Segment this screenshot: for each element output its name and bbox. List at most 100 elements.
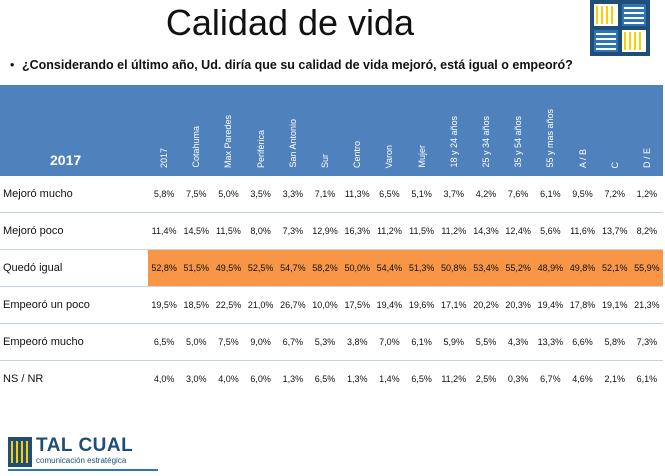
column-header: Sur [308, 85, 342, 175]
table-cell: 11,4% [148, 212, 181, 250]
table-cell: 1,3% [276, 360, 309, 397]
table-cell: 6,1% [534, 174, 567, 213]
brand-logo-bottom [8, 437, 158, 471]
table-cell: 9,5% [566, 174, 599, 213]
table-header-row: 2017 2017 Cotahuma Max Paredes Periférica Sa… [0, 85, 663, 175]
table-cell: 11,2% [373, 212, 406, 250]
table-cell: 5,8% [598, 323, 631, 361]
table-cell: 12,9% [308, 212, 342, 250]
table-cell: 4,0% [148, 360, 181, 397]
column-header: A / B [566, 85, 599, 175]
table-cell: 18,5% [180, 286, 213, 324]
table-cell: 21,0% [244, 286, 277, 324]
row-label: Mejoró poco [0, 212, 148, 250]
table-cell: 20,2% [469, 286, 503, 324]
table-cell: 48,9% [534, 249, 567, 287]
table-cell: 51,5% [180, 249, 213, 287]
column-header-label: Max Paredes [223, 114, 234, 168]
table-cell: 6,5% [373, 174, 406, 213]
table-cell: 19,6% [405, 286, 438, 324]
row-label: Empeoró un poco [0, 286, 148, 324]
table-cell: 5,3% [308, 323, 342, 361]
survey-question: • ¿Considerando el último año, Ud. diría… [10, 58, 573, 72]
table-cell: 6,7% [276, 323, 309, 361]
table-cell: 7,3% [630, 323, 663, 361]
table-cell: 52,5% [244, 249, 277, 287]
table-cell: 5,0% [212, 174, 245, 213]
table-cell: 7,3% [276, 212, 309, 250]
table-cell: 7,0% [373, 323, 406, 361]
table-row: Quedó igual 52,8% 51,5% 49,5% 52,5% 54,7% 58,2… [0, 249, 663, 287]
table-cell: 17,1% [437, 286, 470, 324]
table-cell: 52,1% [598, 249, 631, 287]
survey-question-text: ¿Considerando el último año, Ud. diría q… [22, 58, 573, 72]
table-row: Mejoró poco 11,4% 14,5% 11,5% 8,0% 7,3% 12,9% 1… [0, 212, 663, 250]
column-header-label: 2017 [159, 147, 170, 168]
column-header-label: San Antonio [287, 119, 298, 168]
table-cell: 6,1% [630, 360, 663, 397]
table-cell: 3,5% [244, 174, 277, 213]
table-cell: 19,4% [534, 286, 567, 324]
table-cell: 7,1% [308, 174, 342, 213]
table-cell: 1,4% [373, 360, 406, 397]
table-cell: 3,3% [276, 174, 309, 213]
table-cell: 53,4% [469, 249, 503, 287]
table-cell: 6,5% [148, 323, 181, 361]
brand-text: TAL CUAL comunicación estratégica [36, 435, 133, 465]
table-cell: 2,1% [598, 360, 631, 397]
column-header-label: Mujer [416, 145, 427, 168]
table-row: Empeoró un poco 19,5% 18,5% 22,5% 21,0% 26,7%… [0, 286, 663, 324]
table-cell: 17,8% [566, 286, 599, 324]
table-cell: 55,2% [502, 249, 535, 287]
table-cell: 7,5% [212, 323, 245, 361]
table-cell: 6,6% [566, 323, 599, 361]
table-cell: 9,0% [244, 323, 277, 361]
table-cell: 0,3% [502, 360, 535, 397]
table-cell: 54,4% [373, 249, 406, 287]
table-cell: 49,8% [566, 249, 599, 287]
column-header: C [598, 85, 631, 175]
table-cell: 1,2% [630, 174, 663, 213]
table-cell: 7,5% [180, 174, 213, 213]
table-cell: 3,8% [341, 323, 374, 361]
table-body: Mejoró mucho 5,8% 7,5% 5,0% 3,5% 3,3% 7,1% 11,3… [0, 174, 663, 397]
table-cell: 11,5% [212, 212, 245, 250]
column-header-label: Varon [384, 144, 395, 168]
column-header-label: 35 y 54 años [513, 116, 524, 168]
table-cell: 55,9% [630, 249, 663, 287]
table-cell: 5,8% [148, 174, 181, 213]
results-table-container: 2017 2017 Cotahuma Max Paredes Periférica Sa… [0, 85, 665, 397]
brand-tagline: comunicación estratégica [36, 456, 127, 465]
table-cell: 11,2% [437, 212, 470, 250]
table-cell: 22,5% [212, 286, 245, 324]
table-cell: 5,5% [469, 323, 503, 361]
table-cell: 14,5% [180, 212, 213, 250]
column-header-label: 25 y 34 años [480, 116, 491, 168]
table-cell: 5,6% [534, 212, 567, 250]
column-header: Max Paredes [212, 85, 245, 175]
table-cell: 4,6% [566, 360, 599, 397]
table-cell: 21,3% [630, 286, 663, 324]
table-cell: 19,4% [373, 286, 406, 324]
column-header-label: C [609, 161, 620, 169]
column-header: 55 y mas años [534, 85, 567, 175]
column-header: 18 y 24 años [437, 85, 470, 175]
table-cell: 13,3% [534, 323, 567, 361]
column-header: Cotahuma [180, 85, 213, 175]
column-header-label: Periférica [255, 129, 266, 168]
table-cell: 16,3% [341, 212, 374, 250]
column-header: 2017 [148, 85, 181, 175]
table-cell: 4,2% [469, 174, 503, 213]
table-cell: 8,0% [244, 212, 277, 250]
table-cell: 10,0% [308, 286, 342, 324]
table-cell: 51,3% [405, 249, 438, 287]
table-cell: 19,1% [598, 286, 631, 324]
table-cell: 1,3% [341, 360, 374, 397]
table-cell: 17,5% [341, 286, 374, 324]
table-cell: 5,9% [437, 323, 470, 361]
table-cell: 4,0% [212, 360, 245, 397]
table-cell: 14,3% [469, 212, 503, 250]
column-header-label: A / B [577, 148, 588, 168]
table-cell: 4,3% [502, 323, 535, 361]
table-cell: 6,1% [405, 323, 438, 361]
